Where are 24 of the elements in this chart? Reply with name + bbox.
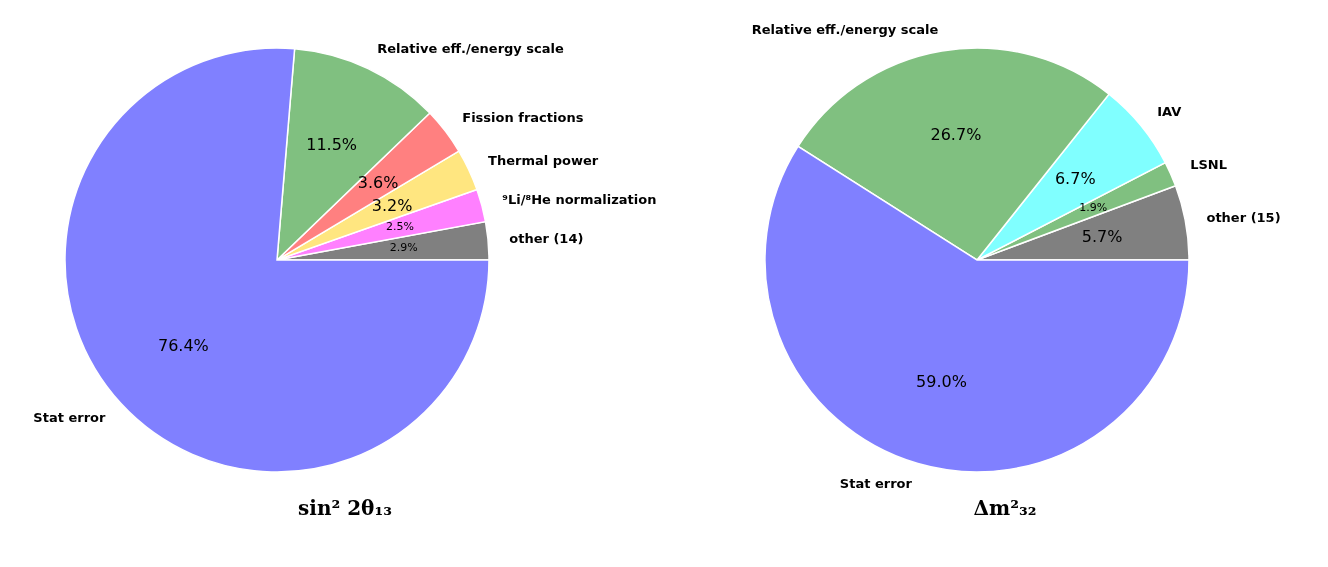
data-label: 2.5% [385,220,414,234]
slice-label: IAV [1157,103,1182,119]
data-label: 3.2% [371,195,413,215]
slice-label: Thermal power [488,152,599,168]
slice-label: Fission fractions [462,110,584,126]
slice-label: Stat error [33,409,106,425]
slice-label: ⁹Li/⁸He normalization [502,191,657,207]
data-label: 1.9% [1079,201,1108,215]
slice-label: other (15) [1206,210,1281,226]
data-label: 76.4% [157,336,209,356]
data-label: 11.5% [306,135,358,155]
data-label: 59.0% [916,372,967,392]
data-label: 6.7% [1054,169,1096,189]
slice-label: Relative eff./energy scale [751,22,939,38]
slice-label: LSNL [1190,157,1227,173]
text: sin² 2θ₁₃ [298,496,392,520]
slice-label: other (14) [509,230,584,246]
data-label: 5.7% [1081,227,1123,247]
text: Δm²₃₂ [973,496,1037,520]
data-label: 3.6% [357,172,399,192]
slice-label: Stat error [839,475,913,491]
data-label: 26.7% [930,124,982,144]
slice-label: Relative eff./energy scale [377,41,565,57]
data-label: 2.9% [389,241,418,255]
